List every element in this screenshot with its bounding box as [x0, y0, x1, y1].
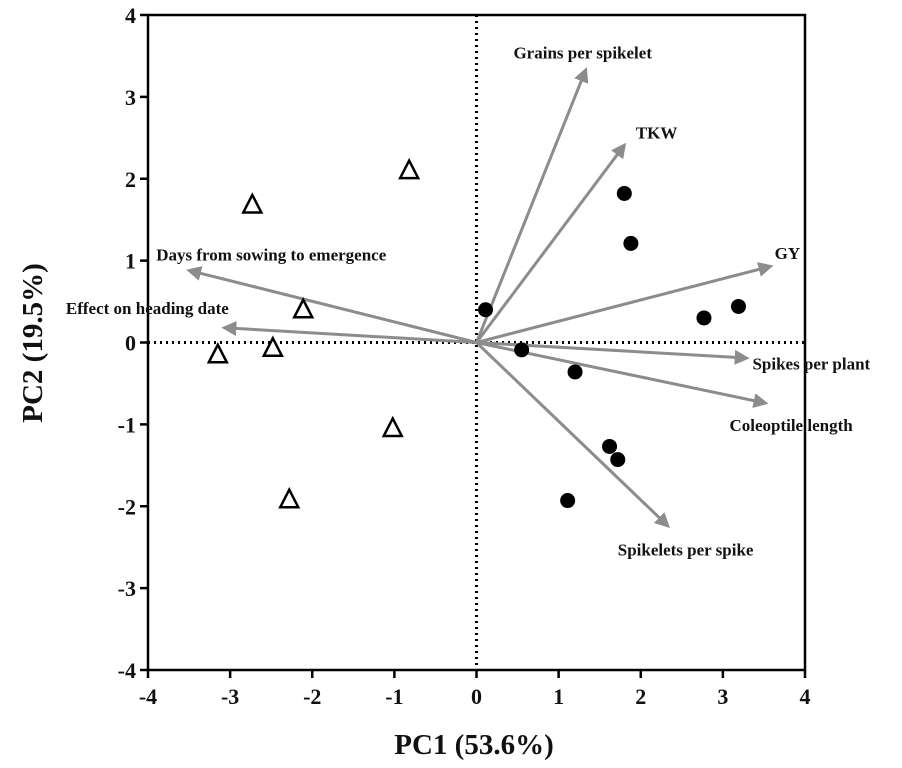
y-tick-label: -4 — [118, 658, 136, 683]
y-tick-label: 0 — [125, 331, 136, 356]
x-tick-label: -3 — [221, 684, 239, 709]
loading-vector — [475, 142, 627, 344]
x-tick-label: -2 — [303, 684, 321, 709]
circle-point — [514, 342, 530, 358]
y-tick-label: 2 — [125, 167, 136, 192]
triangle-point — [292, 297, 315, 319]
triangle-point — [206, 342, 229, 364]
vector-label: Effect on heading date — [66, 299, 229, 318]
circle-point — [478, 302, 494, 318]
y-tick-label: -2 — [118, 494, 136, 519]
vector-label: Spikelets per spike — [618, 540, 754, 559]
x-tick-label: 2 — [635, 684, 646, 709]
circle-point — [602, 438, 618, 454]
triangle-point — [381, 415, 404, 438]
loading-vector — [186, 266, 477, 344]
circle-point — [616, 185, 632, 201]
circle-point — [560, 493, 576, 509]
loading-vector — [475, 67, 589, 344]
triangle-point — [278, 486, 301, 509]
circle-point — [730, 298, 746, 314]
triangle-point — [241, 192, 264, 214]
vector-label: Days from sowing to emergence — [156, 246, 387, 265]
x-tick-label: 4 — [800, 684, 811, 709]
x-tick-label: 0 — [471, 684, 482, 709]
x-axis-title: PC1 (53.6%) — [394, 729, 553, 761]
x-tick-label: -4 — [139, 684, 157, 709]
circle-point — [623, 235, 639, 251]
vector-label: Coleoptile length — [729, 416, 853, 435]
triangle-point — [398, 157, 421, 180]
y-tick-label: 1 — [125, 249, 136, 274]
vector-label: Grains per spikelet — [513, 43, 652, 62]
x-tick-label: 3 — [717, 684, 728, 709]
y-axis-title: PC2 (19.5%) — [17, 263, 49, 422]
vector-label: TKW — [636, 124, 678, 143]
x-tick-label: -1 — [385, 684, 403, 709]
y-tick-label: 3 — [125, 85, 136, 110]
triangle-point — [261, 335, 284, 357]
y-tick-label: -3 — [118, 576, 136, 601]
circle-point — [610, 452, 626, 468]
y-tick-label: -1 — [118, 412, 136, 437]
vector-label: GY — [775, 244, 801, 263]
loading-vector — [476, 262, 774, 344]
x-tick-label: 1 — [553, 684, 564, 709]
circle-point — [567, 364, 583, 380]
y-tick-label: 4 — [125, 3, 136, 28]
vector-label: Spikes per plant — [752, 355, 870, 374]
loading-vector — [475, 341, 671, 528]
circle-point — [696, 310, 712, 326]
loading-vector — [221, 320, 477, 344]
